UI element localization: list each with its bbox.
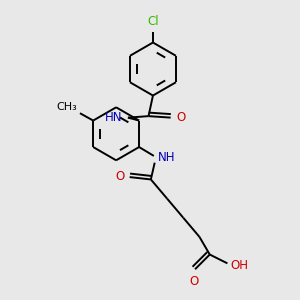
Text: OH: OH [230,259,248,272]
Text: O: O [115,170,124,183]
Text: O: O [176,110,185,124]
Text: HN: HN [105,111,123,124]
Text: O: O [189,274,198,287]
Text: Cl: Cl [147,15,159,28]
Text: NH: NH [158,151,176,164]
Text: CH₃: CH₃ [57,102,78,112]
